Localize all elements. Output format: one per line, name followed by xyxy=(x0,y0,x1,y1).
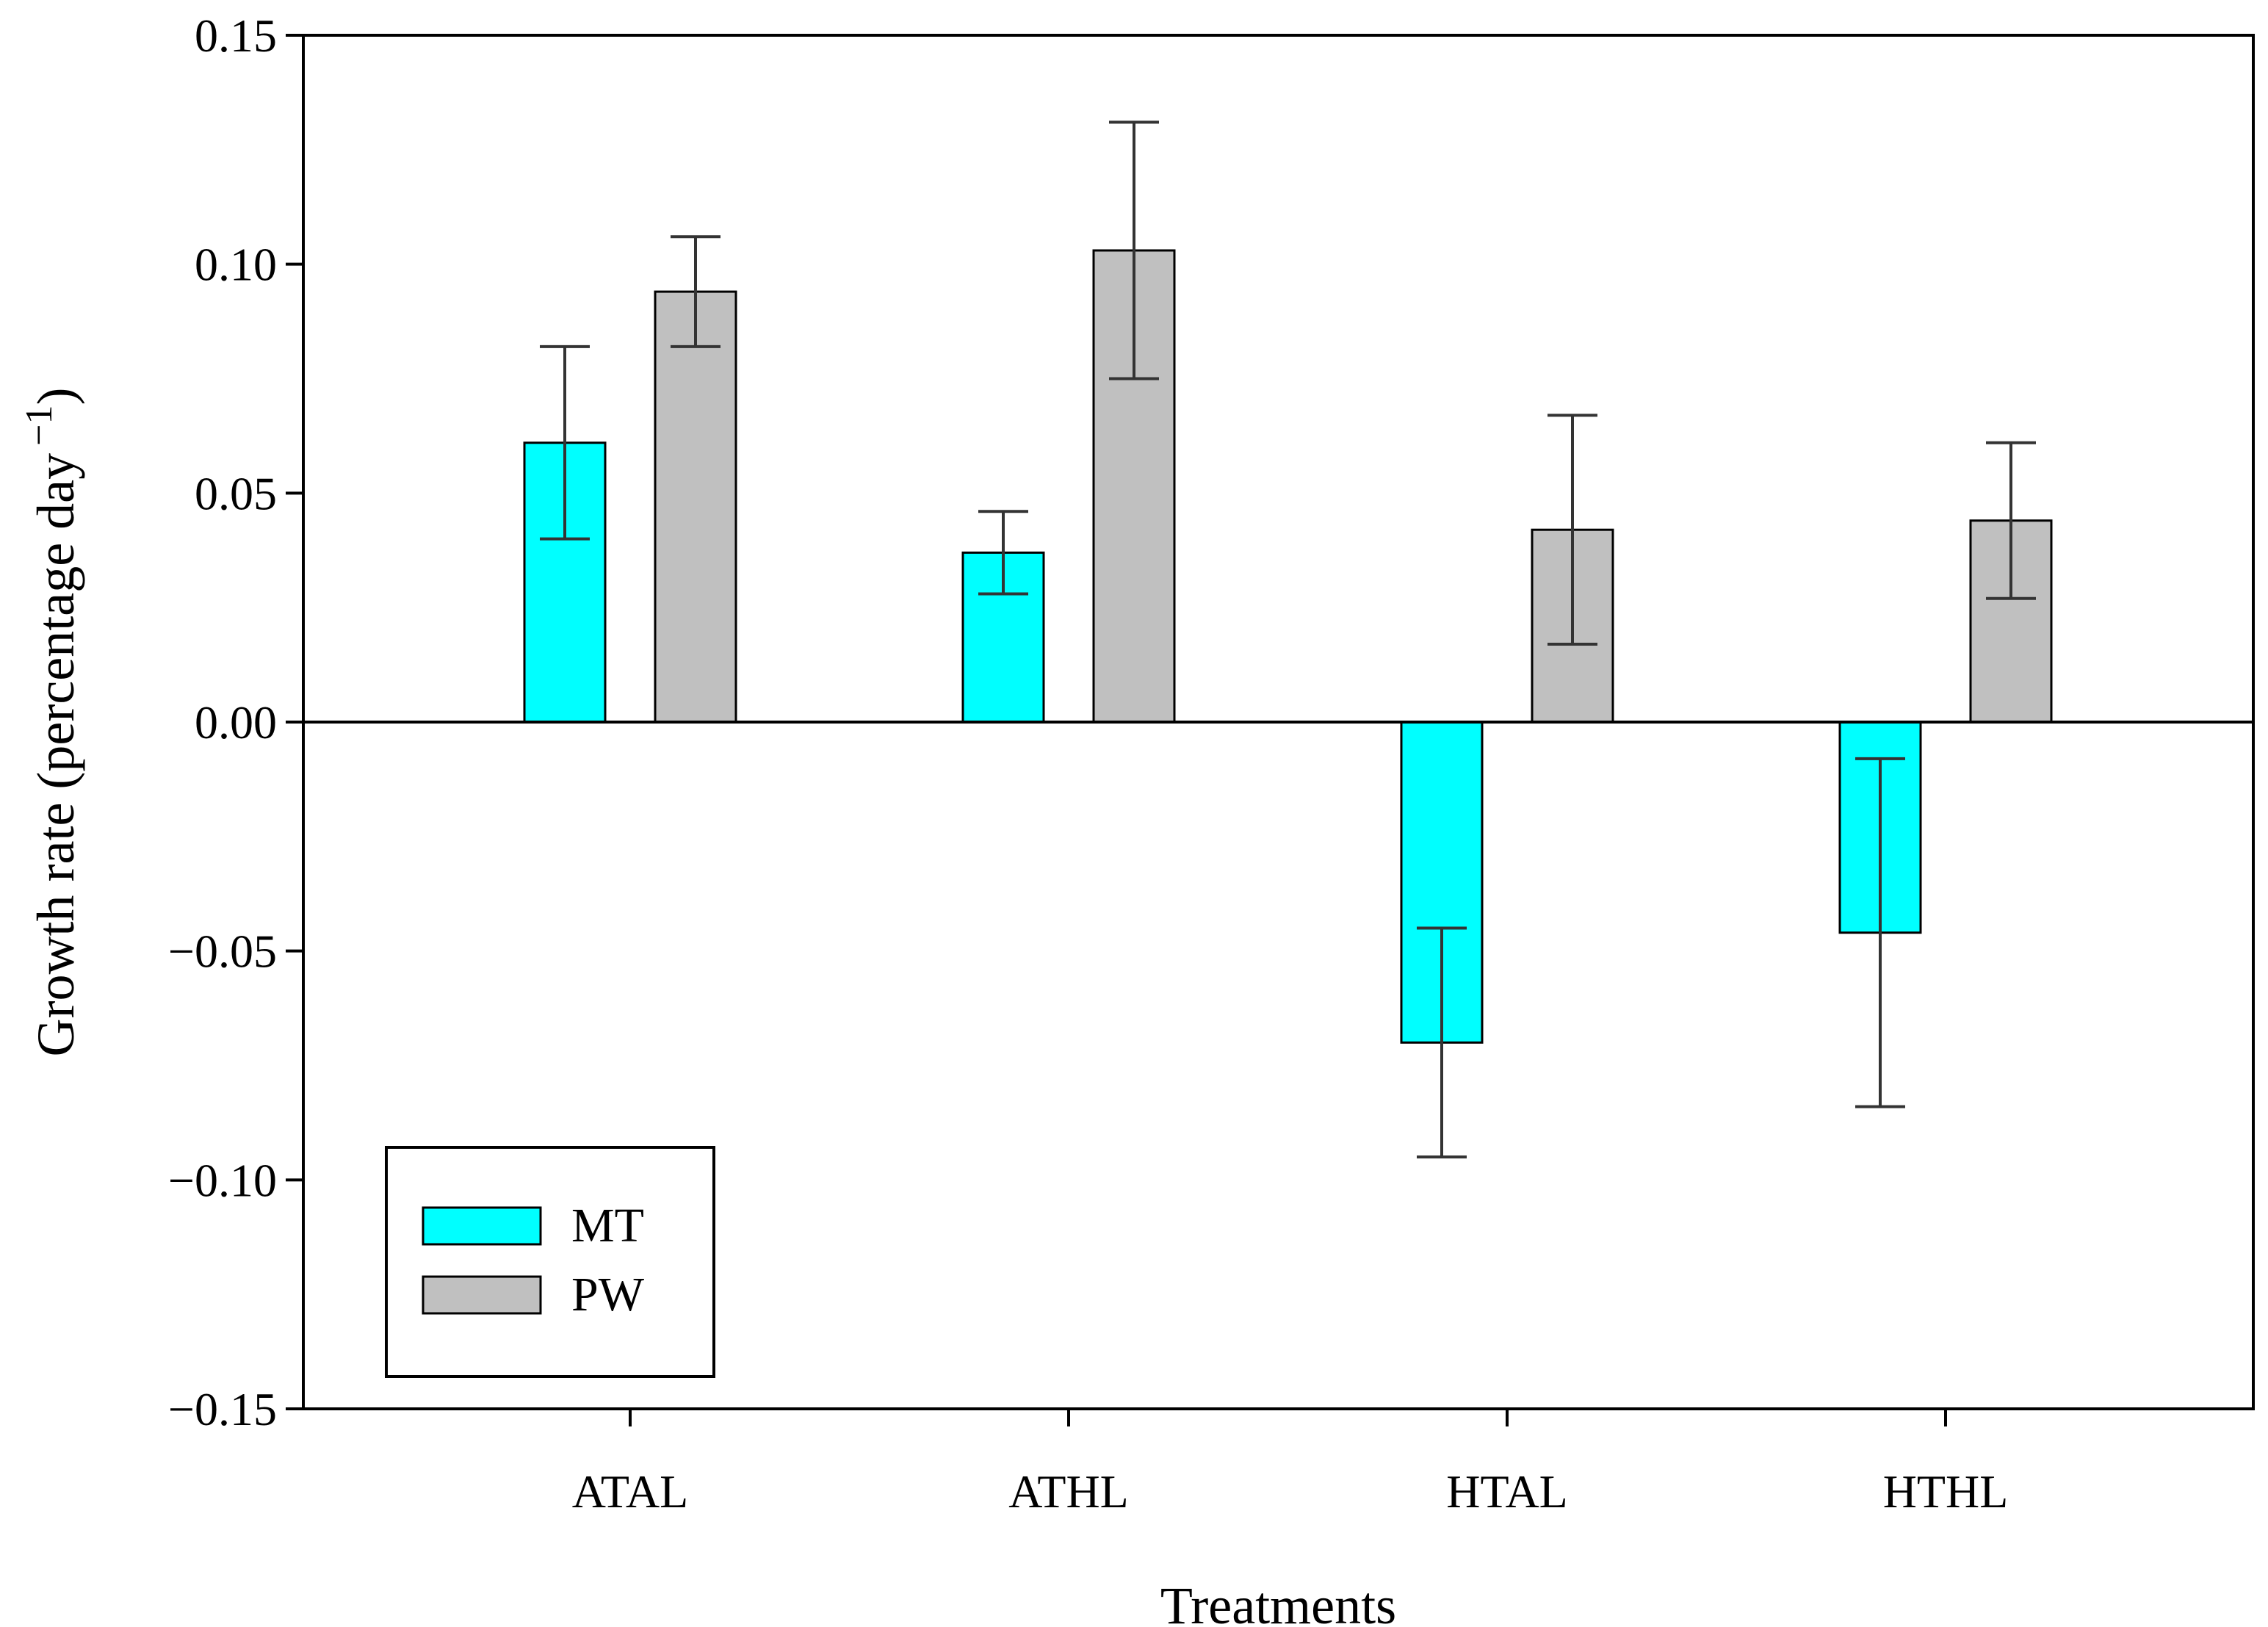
legend-swatch-pw xyxy=(422,1275,542,1315)
x-tick-label-hthl: HTHL xyxy=(1883,1465,2009,1518)
y-axis-title: Growth rate (percentage day −1) xyxy=(18,388,85,1057)
error-bar-mt-htal xyxy=(1417,926,1467,1159)
y-axis: −0.15 −0.10 −0.05 0.00 0.05 0.10 0.15 xyxy=(168,10,303,1435)
x-axis: ATAL ATHL HTAL HTHL xyxy=(572,1409,2009,1518)
y-tick-label: 0.15 xyxy=(195,10,277,62)
legend-swatch-mt xyxy=(422,1206,542,1246)
y-axis-title-close: ) xyxy=(26,388,85,405)
legend-label-mt: MT xyxy=(571,1199,644,1252)
error-bar-pw-htal xyxy=(1547,414,1597,646)
error-bar-pw-hthl xyxy=(1986,441,2036,600)
error-bar-mt-hthl xyxy=(1855,757,1905,1108)
y-tick-label: −0.05 xyxy=(168,926,277,978)
x-tick-label-htal: HTAL xyxy=(1446,1465,1568,1518)
y-tick-label: −0.10 xyxy=(168,1154,277,1206)
bars-layer xyxy=(523,249,2053,1044)
y-tick-label: −0.15 xyxy=(168,1383,277,1435)
y-axis-title-superscript: −1 xyxy=(18,405,60,446)
error-bar-pw-athl xyxy=(1109,120,1159,380)
error-bar-pw-atal xyxy=(671,235,721,348)
y-axis-title-main: Growth rate (percentage day xyxy=(26,453,85,1057)
error-bar-mt-atal xyxy=(540,344,590,541)
error-bars-layer xyxy=(540,120,2036,1159)
x-axis-title: Treatments xyxy=(1160,1576,1396,1627)
error-bar-mt-athl xyxy=(978,510,1028,596)
x-tick-label-atal: ATAL xyxy=(572,1465,688,1518)
legend-box xyxy=(385,1146,715,1378)
y-tick-label: 0.05 xyxy=(195,467,277,519)
x-tick-label-athl: ATHL xyxy=(1008,1465,1129,1518)
bar-pw-atal xyxy=(654,290,737,724)
y-tick-label: 0.00 xyxy=(195,696,277,748)
legend-label-pw: PW xyxy=(571,1268,645,1321)
y-tick-label: 0.10 xyxy=(195,239,277,291)
legend: MT PW xyxy=(385,1146,715,1378)
